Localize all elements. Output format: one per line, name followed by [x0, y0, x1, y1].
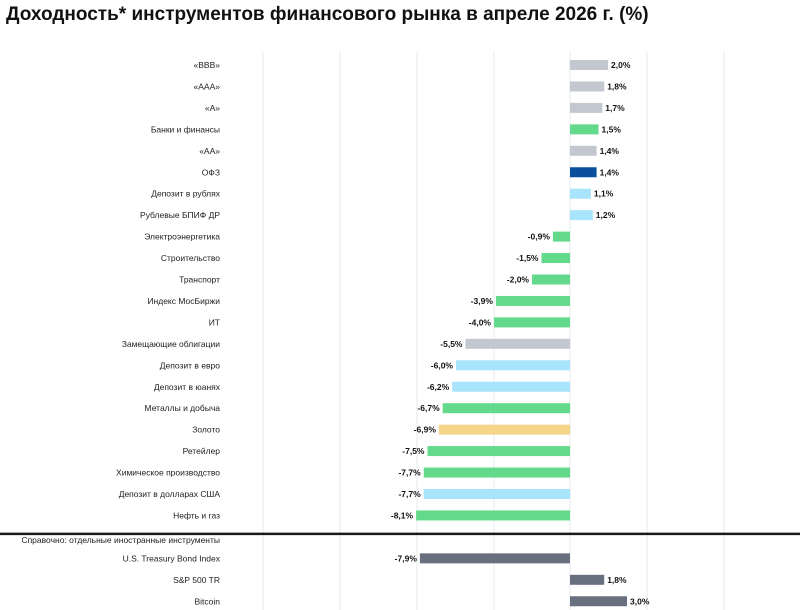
data-label: 1,4% — [600, 146, 620, 156]
category-label: Химическое производство — [116, 468, 220, 478]
data-label: -7,7% — [398, 468, 421, 478]
bar — [452, 381, 570, 392]
category-label: Банки и финансы — [151, 124, 220, 134]
data-label: -6,0% — [431, 360, 454, 370]
category-label: ОФЗ — [202, 167, 220, 177]
bar — [456, 360, 570, 371]
data-label: -7,5% — [402, 446, 425, 456]
data-label: 1,4% — [600, 167, 620, 177]
category-label: Золото — [192, 425, 220, 435]
category-label: Транспорт — [179, 275, 220, 285]
data-label: -0,9% — [528, 232, 551, 242]
category-label: «AA» — [199, 146, 220, 156]
data-label: -2,0% — [507, 275, 530, 285]
bar — [465, 338, 570, 349]
category-label: Депозит в долларах США — [119, 489, 221, 499]
data-label: -6,9% — [414, 425, 437, 435]
category-label: S&P 500 TR — [173, 575, 220, 585]
section-heading: Справочно: отдельные иностранные инструм… — [21, 535, 220, 545]
data-label: 1,1% — [594, 189, 614, 199]
data-label: -6,2% — [427, 382, 450, 392]
bar — [423, 489, 570, 499]
category-label: Строительство — [161, 253, 220, 263]
category-label: Ретейлер — [183, 446, 221, 456]
data-label: 1,2% — [596, 210, 616, 220]
data-label: -1,5% — [516, 253, 539, 263]
data-label: -3,9% — [471, 296, 494, 306]
data-label: -8,1% — [391, 510, 414, 520]
data-label: -4,0% — [469, 317, 492, 327]
data-label: 1,8% — [607, 575, 627, 585]
category-label: Депозит в рублях — [151, 189, 221, 199]
category-label: Bitcoin — [194, 596, 220, 606]
category-label: «BBB» — [194, 60, 221, 70]
bar — [495, 295, 570, 306]
data-label: 2,0% — [611, 60, 631, 70]
category-label: Депозит в юанях — [154, 382, 221, 392]
category-label: ИТ — [209, 317, 220, 327]
bar — [570, 102, 603, 113]
bar — [570, 188, 591, 199]
category-label: «A» — [205, 103, 220, 113]
data-label: 1,8% — [607, 81, 627, 91]
bar — [494, 317, 570, 328]
category-label: Индекс МосБиржи — [147, 296, 220, 306]
bar — [570, 145, 597, 156]
data-label: -7,7% — [398, 489, 421, 499]
bar — [570, 60, 608, 70]
data-label: 1,7% — [605, 103, 625, 113]
bar — [570, 210, 593, 221]
data-label: -6,7% — [417, 403, 440, 413]
bar — [423, 467, 570, 478]
bar — [570, 167, 597, 178]
category-label: U.S. Treasury Bond Index — [123, 553, 221, 563]
bar — [570, 574, 605, 585]
category-label: Металлы и добыча — [145, 403, 221, 413]
chart-title: Доходность* инструментов финансового рын… — [6, 4, 649, 25]
data-label: 1,5% — [602, 124, 622, 134]
bar — [416, 510, 570, 521]
data-label: -7,9% — [395, 553, 418, 563]
category-label: «AAA» — [194, 81, 221, 91]
category-label: Рублевые БПИФ ДР — [140, 210, 220, 220]
bar — [442, 403, 570, 414]
bar — [427, 446, 570, 457]
bar — [570, 596, 627, 607]
bar — [438, 424, 570, 435]
bar — [532, 274, 570, 285]
bar — [419, 553, 570, 564]
category-label: Нефть и газ — [173, 510, 220, 520]
bar — [570, 81, 605, 92]
category-label: Депозит в евро — [160, 360, 220, 370]
bar — [541, 253, 570, 264]
data-label: -5,5% — [440, 339, 463, 349]
category-label: Электроэнергетика — [144, 232, 220, 242]
bar — [570, 124, 599, 135]
bar — [552, 231, 570, 242]
category-label: Замещающие облигации — [122, 339, 221, 349]
data-label: 3,0% — [630, 596, 650, 606]
